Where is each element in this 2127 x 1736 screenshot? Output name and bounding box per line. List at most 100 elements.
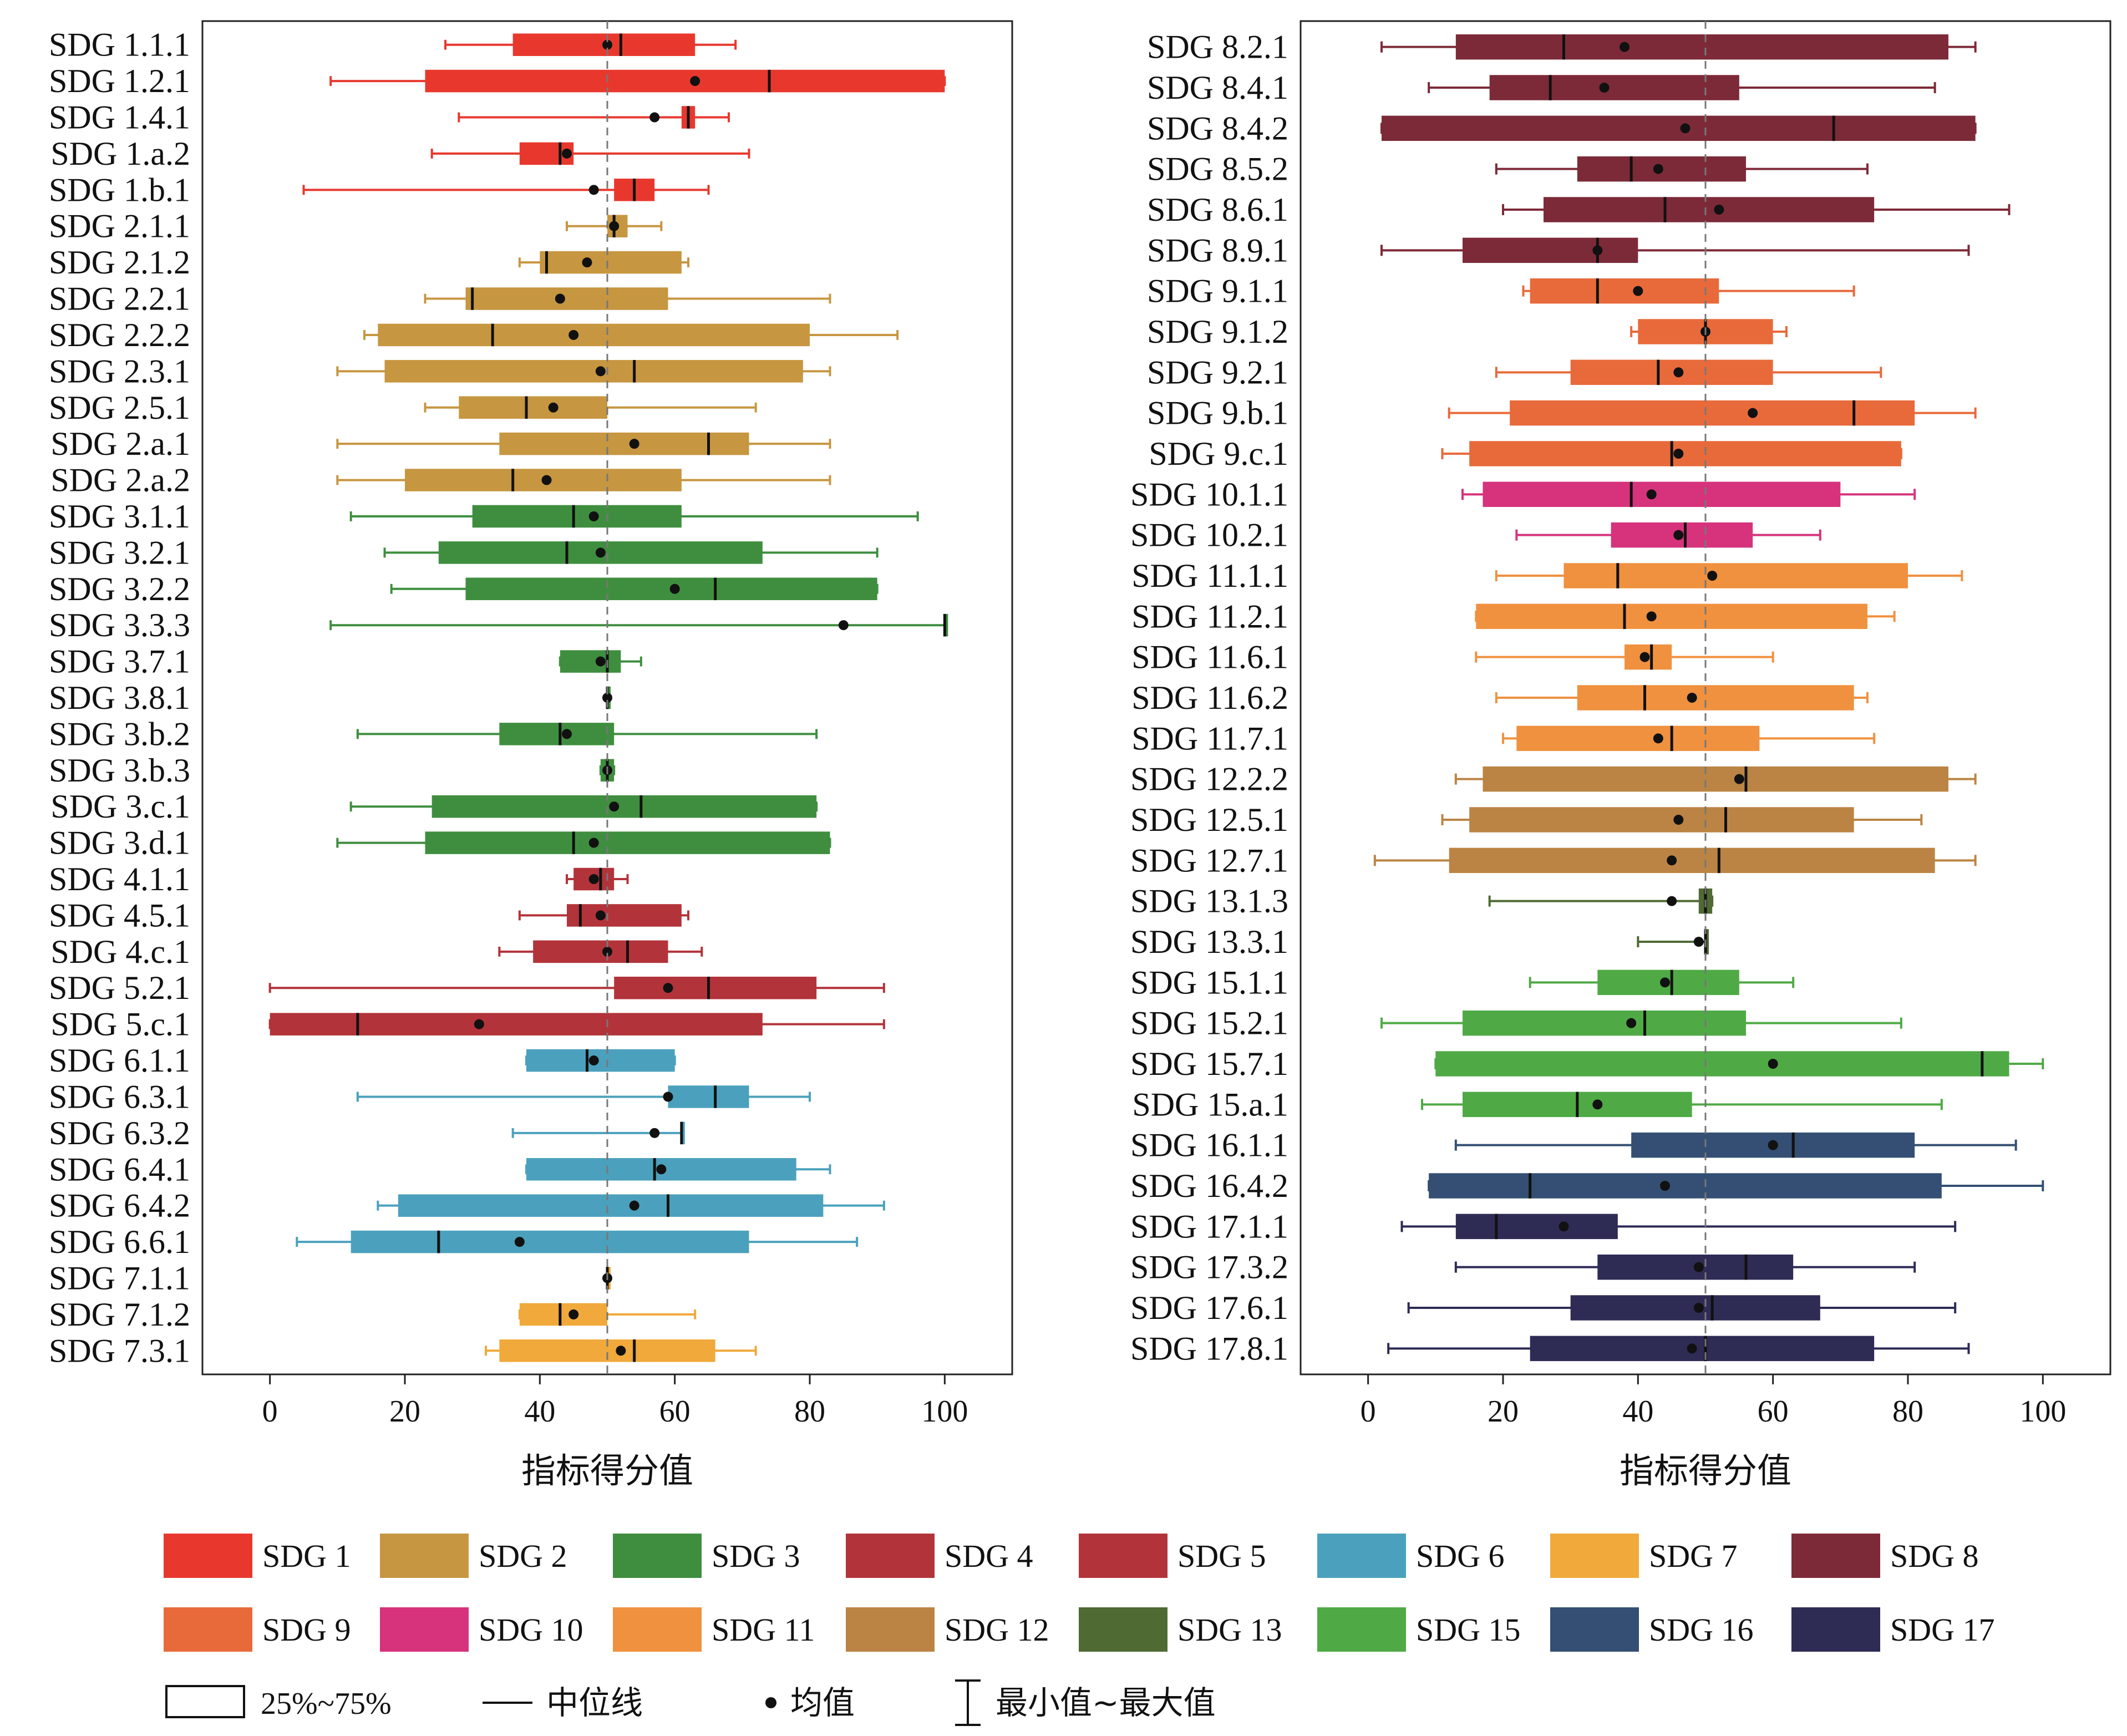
legend: SDG 1 SDG 2 SDG 3 SDG 4 SDG 5 SDG 6 SDG 7 SDG 8… [164,1534,1995,1726]
mean-dot [595,910,606,921]
box-item [349,795,818,818]
box-item [356,723,818,745]
box-item [349,505,919,528]
x-tick-label: 80 [1892,1394,1923,1429]
box-item [1529,969,1795,996]
iqr-box [1476,603,1867,630]
legend-label: SDG 11 [712,1612,815,1648]
category-label: SDG 6.4.2 [49,1187,190,1224]
category-label: SDG 6.3.2 [49,1115,190,1151]
mean-dot [649,1128,660,1138]
iqr-box [1469,807,1854,833]
category-label: SDG 3.2.1 [49,534,190,571]
iqr-box [351,1230,749,1253]
x-tick-label: 20 [389,1394,420,1429]
category-label: SDG 8.9.1 [1147,232,1288,268]
iqr-box [1449,847,1935,874]
box-item [1380,34,1977,60]
legend-label: SDG 6 [1416,1538,1505,1574]
category-label: SDG 6.6.1 [49,1224,190,1260]
box-item [1428,75,1936,100]
category-label: SDG 7.1.1 [49,1260,190,1296]
category-label: SDG 3.b.2 [49,715,190,752]
box-item [566,215,663,238]
iqr-box [1577,685,1854,710]
category-label: SDG 3.c.1 [50,788,190,825]
category-label: SDG 12.2.2 [1130,761,1288,798]
box-item [518,251,689,274]
box-item [511,1121,685,1145]
mean-dot [568,1309,579,1319]
box-item [1461,481,1916,507]
mean-dot [629,1200,639,1211]
box-item [444,33,737,56]
category-label: SDG 15.7.1 [1130,1045,1288,1082]
category-label: SDG 13.1.3 [1130,883,1288,920]
box-item [268,1013,885,1035]
box-item [1441,441,1902,466]
mean-dot [1653,164,1663,174]
box-item [336,469,831,491]
category-label: SDG 11.6.1 [1131,639,1288,676]
mean-dot [555,293,565,304]
iqr-box [614,976,817,999]
box-item [1502,725,1876,752]
iqr-box [432,795,817,818]
mean-dot [1592,1099,1603,1110]
box-item [296,1230,859,1253]
box-item [329,69,946,93]
box-item [1637,929,1709,955]
box-item [336,831,831,854]
legend-label: SDG 1 [262,1538,351,1574]
mean-dot [669,583,680,594]
iqr-box [1489,75,1739,100]
mean-dot [588,837,599,848]
iqr-box [533,940,668,963]
category-label: SDG 11.6.2 [1131,679,1288,716]
box-item [458,106,730,129]
legend-item: SDG 1 [164,1534,351,1578]
mean-dot [562,148,572,159]
iqr-box [1435,1051,2009,1077]
iqr-box [499,723,615,745]
box-item [1515,522,1821,548]
mean-dot [1693,937,1704,947]
legend-swatch [380,1607,469,1652]
category-label: SDG 11.2.1 [1131,598,1288,634]
iqr-box [384,360,803,383]
category-label: SDG 10.2.1 [1130,517,1288,554]
iqr-box [540,251,682,274]
x-axis-label: 指标得分值 [1620,1450,1791,1491]
legend-swatch [613,1607,702,1652]
legend-item: SDG 10 [380,1607,583,1652]
mean-dot [602,693,612,703]
category-label: SDG 10.1.1 [1130,476,1288,512]
category-label: SDG 9.2.1 [1147,354,1288,390]
mean-dot [1667,896,1677,906]
iqr-box [1455,1214,1618,1240]
category-label: SDG 16.1.1 [1130,1127,1288,1164]
legend-swatch [1550,1534,1639,1578]
iqr-box [425,69,945,93]
legend-label: SDG 13 [1177,1612,1282,1648]
box-item [329,613,948,637]
category-label: SDG 2.2.1 [49,281,190,317]
iqr-box [465,287,668,310]
box-item [363,323,899,347]
mean-dot [838,620,849,631]
iqr-box [668,1085,749,1108]
category-label: SDG 16.4.2 [1130,1168,1288,1204]
box-item [566,867,629,891]
box-item [1380,237,1970,263]
legend-item: SDG 15 [1317,1607,1521,1652]
legend-label: SDG 16 [1649,1612,1754,1648]
iqr-box [425,831,830,854]
category-label: SDG 4.1.1 [49,861,190,897]
box-item [1630,319,1788,344]
legend-item: SDG 5 [1079,1534,1266,1578]
mean-dot [474,1019,484,1029]
category-label: SDG 9.c.1 [1149,435,1288,472]
legend-box-text: 25%~75% [261,1687,392,1721]
category-label: SDG 1.1.1 [49,27,190,63]
iqr-box [1483,481,1841,507]
